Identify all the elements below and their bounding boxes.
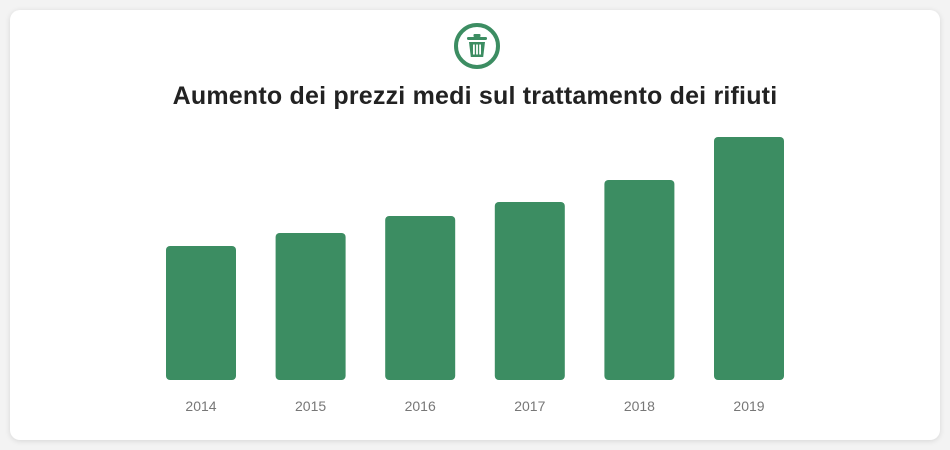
x-tick-label: 2015 <box>295 398 326 414</box>
bar-2015 <box>275 233 346 380</box>
x-tick-label: 2016 <box>405 398 436 414</box>
x-tick-label: 2019 <box>733 398 764 414</box>
trash-can-icon <box>454 23 500 69</box>
chart-card: Aumento dei prezzi medi sul trattamento … <box>10 10 940 440</box>
bar-2016 <box>385 216 456 380</box>
bar-2017 <box>494 202 565 380</box>
x-tick-label: 2018 <box>624 398 655 414</box>
bar-chart: 2014 2015 2016 2017 2018 2019 <box>166 137 784 414</box>
bar-2014 <box>166 246 236 380</box>
chart-title: Aumento dei prezzi medi sul trattamento … <box>172 82 778 110</box>
bar-2019 <box>714 137 784 380</box>
x-tick-label: 2014 <box>185 398 216 414</box>
x-tick-label: 2017 <box>514 398 545 414</box>
bar-2018 <box>604 180 675 380</box>
